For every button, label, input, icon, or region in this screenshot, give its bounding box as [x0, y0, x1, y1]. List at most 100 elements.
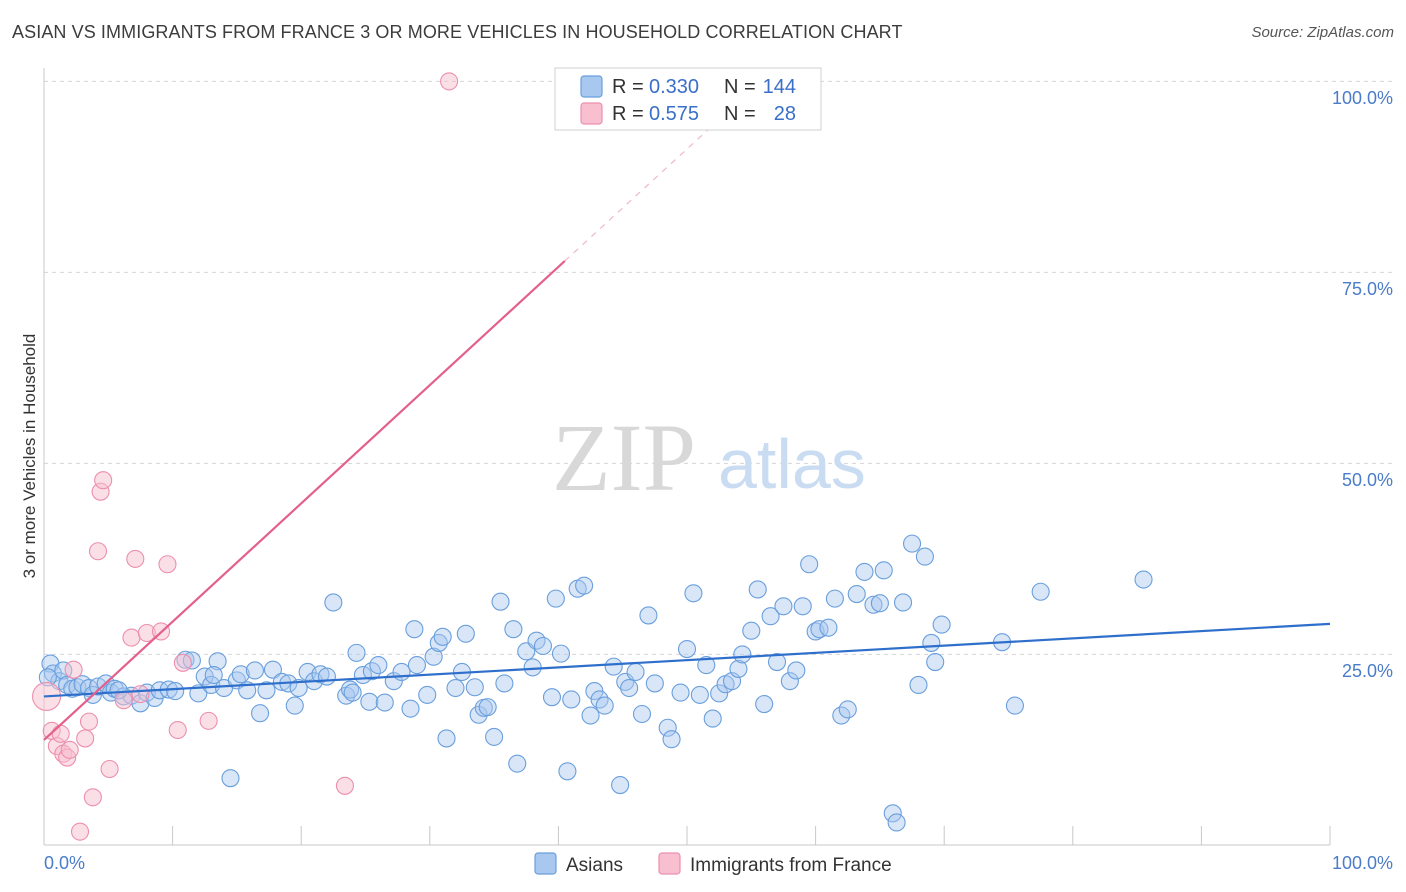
asian-point	[677, 640, 697, 659]
france-points	[32, 72, 459, 841]
asian-point	[204, 665, 223, 685]
asian-point	[733, 645, 752, 664]
asian-point	[542, 688, 562, 707]
france-point	[70, 822, 90, 841]
y-tick-25: 25.0%	[1342, 661, 1393, 681]
france-point	[126, 549, 145, 568]
asian-point	[645, 674, 664, 693]
asian-point	[508, 754, 527, 773]
france-point	[76, 729, 95, 748]
france-point	[114, 691, 133, 710]
asian-point	[611, 775, 630, 795]
france-trendline-extension	[564, 119, 720, 262]
asian-point	[755, 695, 774, 714]
asian-point	[418, 685, 437, 704]
legend-asian-r-value: 0.330	[649, 76, 699, 98]
legend-box: R = 0.330 N = 144 R = 0.575 N = 28	[554, 67, 822, 131]
france-point	[173, 653, 192, 672]
bottom-legend-asian-label: Asians	[566, 855, 623, 876]
asian-point	[392, 662, 411, 682]
legend-france-r-label: R =	[612, 103, 644, 125]
legend-asian-r-label: R =	[612, 76, 644, 98]
asian-point	[915, 547, 934, 566]
asian-point	[360, 692, 379, 711]
bottom-legend: Asians Immigrants from France	[534, 852, 892, 876]
y-axis-label: 3 or more Vehicles in Household	[20, 334, 39, 579]
asian-point	[922, 633, 941, 652]
axes-layer	[43, 68, 1331, 846]
asian-point	[166, 682, 185, 701]
asian-point	[343, 683, 362, 702]
asian-point	[825, 589, 844, 608]
asian-point	[838, 700, 857, 719]
asian-point	[632, 704, 652, 724]
france-point	[131, 685, 150, 704]
asian-point	[855, 562, 874, 581]
y-tick-75: 75.0%	[1342, 279, 1393, 299]
source-label: Source: ZipAtlas.com	[1251, 24, 1394, 41]
asian-point	[697, 656, 716, 675]
asian-points	[38, 534, 1153, 832]
france-point	[83, 788, 102, 807]
france-point	[100, 759, 119, 779]
asian-point	[595, 696, 614, 715]
asian-point	[874, 561, 893, 580]
asian-point	[761, 607, 780, 626]
asian-point	[926, 652, 945, 672]
asian-point	[684, 584, 703, 603]
y-tick-100: 100.0%	[1332, 88, 1393, 108]
legend-france-n-label: N =	[724, 103, 756, 125]
legend-asian-n-label: N =	[724, 76, 756, 98]
asian-point	[437, 729, 456, 748]
asian-point	[847, 584, 866, 604]
asian-point	[658, 718, 677, 737]
bottom-legend-asian-swatch	[534, 852, 557, 875]
asian-point	[250, 704, 270, 723]
asian-point	[932, 615, 951, 634]
legend-asian-swatch	[580, 75, 603, 98]
asian-point	[902, 534, 922, 553]
asian-point	[626, 662, 645, 682]
france-point	[122, 628, 141, 647]
asian-point	[575, 576, 594, 595]
asian-point	[690, 685, 709, 704]
asian-point	[893, 593, 913, 612]
watermark-zip: ZIP	[552, 404, 696, 511]
asian-point	[729, 659, 748, 678]
asian-point	[767, 652, 787, 672]
asian-point	[581, 706, 600, 725]
asian-point	[604, 657, 623, 676]
asian-point	[562, 690, 581, 709]
asian-point	[533, 636, 553, 656]
asian-point	[465, 678, 484, 697]
x-tick-0: 0.0%	[44, 853, 85, 873]
asian-point	[710, 684, 729, 703]
asian-point	[285, 696, 304, 715]
bottom-legend-france-label: Immigrants from France	[690, 855, 892, 876]
asian-point	[546, 589, 565, 608]
asian-point	[341, 680, 360, 699]
asian-point	[208, 652, 227, 671]
bottom-legend-france-swatch	[658, 852, 681, 875]
asian-point	[742, 621, 761, 640]
trendlines	[43, 119, 1331, 741]
asian-point	[289, 678, 308, 698]
asian-point	[639, 606, 658, 625]
asian-point	[1031, 582, 1050, 601]
legend-france-n-value: 28	[774, 103, 796, 125]
asian-point	[401, 699, 420, 718]
france-point	[440, 72, 459, 91]
asian-point	[703, 709, 722, 728]
asian-point	[446, 678, 465, 698]
asian-point	[221, 769, 240, 788]
asian-point	[870, 594, 889, 613]
asian-point	[231, 665, 250, 684]
x-tick-100: 100.0%	[1332, 853, 1393, 873]
asian-point	[819, 618, 838, 637]
asian-point	[558, 762, 577, 781]
asian-point	[456, 624, 475, 643]
asian-point	[662, 730, 681, 749]
legend-france-r-value: 0.575	[649, 103, 699, 125]
asian-point	[433, 627, 452, 646]
asian-point	[407, 656, 426, 675]
